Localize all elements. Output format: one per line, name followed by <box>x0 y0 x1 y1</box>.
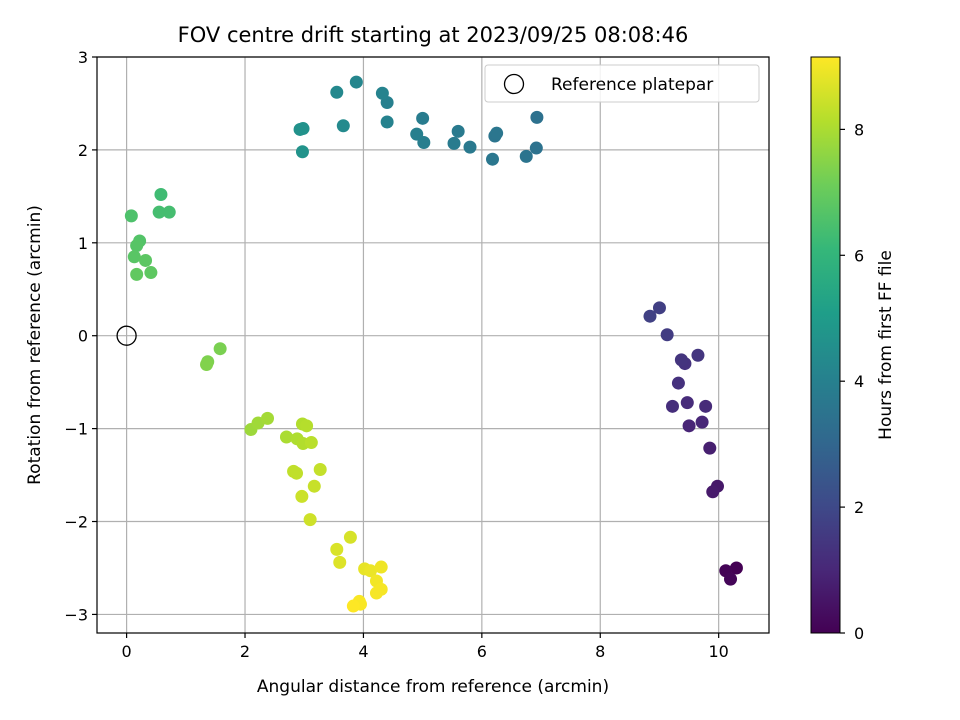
colorbar-tick-label: 8 <box>854 120 864 139</box>
y-tick-label: 1 <box>78 234 88 253</box>
y-tick-label: 0 <box>78 327 88 346</box>
scatter-point <box>691 348 705 362</box>
scatter-point <box>410 127 424 141</box>
scatter-point <box>695 415 709 429</box>
y-tick-label: −3 <box>64 605 88 624</box>
colorbar-tick-label: 6 <box>854 246 864 265</box>
scatter-point <box>369 586 383 600</box>
scatter-point <box>643 309 657 323</box>
scatter-point <box>290 466 304 480</box>
y-axis-ticks: −3 −2 −1 0 1 2 3 <box>64 48 97 624</box>
legend-label: Reference platepar <box>551 75 713 95</box>
scatter-point <box>261 411 275 425</box>
scatter-point <box>724 572 738 586</box>
scatter-point <box>463 140 477 154</box>
scatter-point <box>447 136 461 150</box>
scatter-point <box>279 430 293 444</box>
scatter-point <box>127 250 141 264</box>
scatter-point <box>671 376 685 390</box>
scatter-point <box>703 441 717 455</box>
scatter-point <box>162 205 176 219</box>
grid-lines <box>97 56 769 633</box>
colorbar-title: Hours from first FF file <box>876 250 896 440</box>
x-tick-label: 0 <box>122 642 132 661</box>
scatter-point <box>680 396 694 410</box>
legend-box <box>484 64 760 103</box>
reference-platepar-marker <box>116 325 137 346</box>
scatter-point <box>416 111 430 125</box>
scatter-point <box>665 399 679 413</box>
scatter-point <box>380 115 394 129</box>
chart-title: FOV centre drift starting at 2023/09/25 … <box>178 23 689 47</box>
scatter-point <box>490 126 504 140</box>
scatter-point <box>304 436 318 450</box>
scatter-point <box>152 205 166 219</box>
x-tick-label: 2 <box>240 642 250 661</box>
scatter-point <box>307 479 321 493</box>
y-axis-title: Rotation from reference (arcmin) <box>25 205 45 485</box>
scatter-point <box>213 342 227 356</box>
x-tick-label: 6 <box>477 642 487 661</box>
scatter-point <box>154 187 168 201</box>
scatter-point <box>300 419 314 433</box>
scatter-point <box>375 86 389 100</box>
scatter-point <box>364 564 378 578</box>
scatter-point <box>295 489 309 503</box>
plot-area-frame <box>96 56 770 634</box>
y-tick-label: −1 <box>64 420 88 439</box>
legend-marker-icon <box>503 73 525 95</box>
x-tick-label: 10 <box>708 642 728 661</box>
x-tick-label: 8 <box>595 642 605 661</box>
scatter-point <box>200 358 214 372</box>
scatter-point <box>529 141 543 155</box>
y-tick-label: 3 <box>78 48 88 67</box>
y-tick-label: −2 <box>64 513 88 532</box>
scatter-point <box>374 560 388 574</box>
scatter-point <box>729 561 743 575</box>
scatter-point <box>674 353 688 367</box>
scatter-point <box>296 122 310 136</box>
scatter-point <box>706 485 720 499</box>
x-axis-ticks: 0 2 4 6 8 10 <box>122 633 729 661</box>
scatter-point <box>652 301 666 315</box>
colorbar-tick-label: 4 <box>854 372 864 391</box>
scatter-point <box>130 267 144 281</box>
scatter-point <box>530 110 544 124</box>
y-tick-label: 2 <box>78 141 88 160</box>
scatter-point <box>519 149 533 163</box>
scatter-point <box>295 145 309 159</box>
scatter-point <box>330 85 344 99</box>
scatter-point <box>343 530 357 544</box>
reference-marker-layer <box>116 325 137 346</box>
colorbar-gradient <box>810 56 841 634</box>
colorbar-ticks: 0 2 4 6 8 <box>840 120 864 643</box>
scatter-point <box>313 462 327 476</box>
scatter-point <box>330 542 344 556</box>
scatter-point <box>333 555 347 569</box>
scatter-point <box>303 513 317 527</box>
scatter-point <box>660 328 674 342</box>
scatter-point <box>130 239 144 253</box>
scatter-point <box>682 419 696 433</box>
scatter-point <box>486 152 500 166</box>
x-tick-label: 4 <box>358 642 368 661</box>
scatter-point <box>124 209 138 223</box>
colorbar: 0 2 4 6 8 Hours from first FF file <box>810 56 896 643</box>
scatter-point <box>451 124 465 138</box>
scatter-point <box>346 599 360 613</box>
scatter-point <box>139 253 153 267</box>
x-axis-title: Angular distance from reference (arcmin) <box>257 677 609 697</box>
scatter-point <box>144 266 158 280</box>
colorbar-tick-label: 2 <box>854 498 864 517</box>
scatter-point <box>699 399 713 413</box>
colorbar-tick-label: 0 <box>854 624 864 643</box>
scatter-point <box>349 75 363 89</box>
scatter-points <box>124 75 743 613</box>
legend: Reference platepar <box>484 64 760 103</box>
scatter-point <box>336 119 350 133</box>
